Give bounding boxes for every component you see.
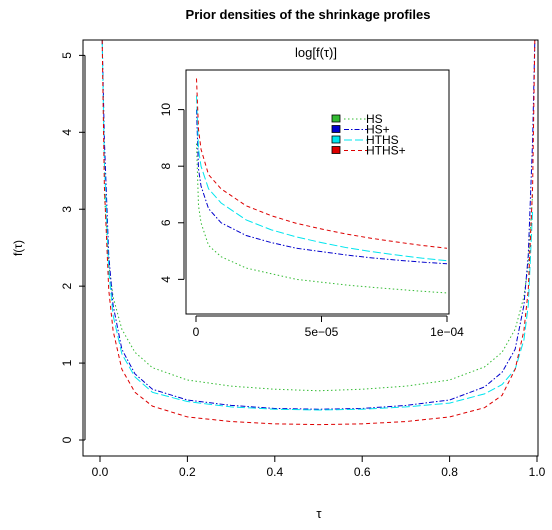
inset-title: log[f(τ)]	[295, 45, 337, 60]
legend-label: HTHS	[366, 133, 399, 147]
inset-y-tick-label: 10	[159, 103, 173, 117]
legend-swatch	[331, 114, 341, 123]
main-plot-frame	[82, 39, 539, 457]
inset-x-tick-label: 0	[193, 325, 200, 339]
main-x-tick-label: 0.2	[179, 465, 196, 479]
inset-series-hs-plus	[196, 109, 447, 265]
inset-y-tick-label: 8	[159, 163, 173, 170]
main-series-hths-plus	[101, 40, 536, 426]
inset-y-tick-label: 4	[159, 276, 173, 283]
legend-label: HS	[366, 112, 383, 126]
legend-swatch	[331, 125, 341, 133]
inset-x-tick-label: 1e−04	[430, 325, 464, 339]
main-y-tick-label: 4	[60, 129, 74, 136]
main-y-tick-label: 1	[60, 359, 74, 366]
main-plot-area: 0.0 0.2 0.4 0.6 0.8 1.0 0 1 2 3 4 5	[60, 39, 546, 479]
main-x-tick-label: 0.6	[354, 465, 371, 479]
main-x-tick-label: 0.4	[266, 465, 283, 479]
legend-label: HTHS+	[366, 144, 406, 158]
main-y-tick-label: 2	[60, 282, 74, 289]
inset-series-hths-plus	[196, 78, 447, 249]
x-axis-label: τ	[316, 506, 322, 521]
inset-plot-area: 0 5e−05 1e−04 4 6 8 10	[159, 69, 464, 339]
main-x-tick-label: 0.8	[441, 465, 458, 479]
main-series-hs	[103, 193, 534, 392]
chart-title: Prior densities of the shrinkage profile…	[186, 7, 431, 22]
inset-frame	[185, 69, 450, 315]
main-y-tick-label: 5	[60, 52, 74, 59]
legend-swatch	[331, 135, 341, 144]
main-series-hths	[101, 40, 534, 411]
inset-series-hths	[196, 95, 447, 262]
main-y-tick-label: 0	[60, 436, 74, 443]
main-y-tick-label: 3	[60, 206, 74, 213]
main-x-tick-label: 0.0	[92, 465, 109, 479]
main-series-hs-plus	[101, 40, 536, 410]
main-x-tick-label: 1.0	[529, 465, 546, 479]
legend-label: HS+	[366, 123, 390, 137]
inset-x-tick-label: 5e−05	[305, 325, 339, 339]
inset-y-tick-label: 6	[159, 219, 173, 226]
legend-swatch	[331, 146, 341, 154]
inset-series-hs	[196, 143, 447, 294]
y-axis-label: f(τ)	[11, 240, 25, 256]
